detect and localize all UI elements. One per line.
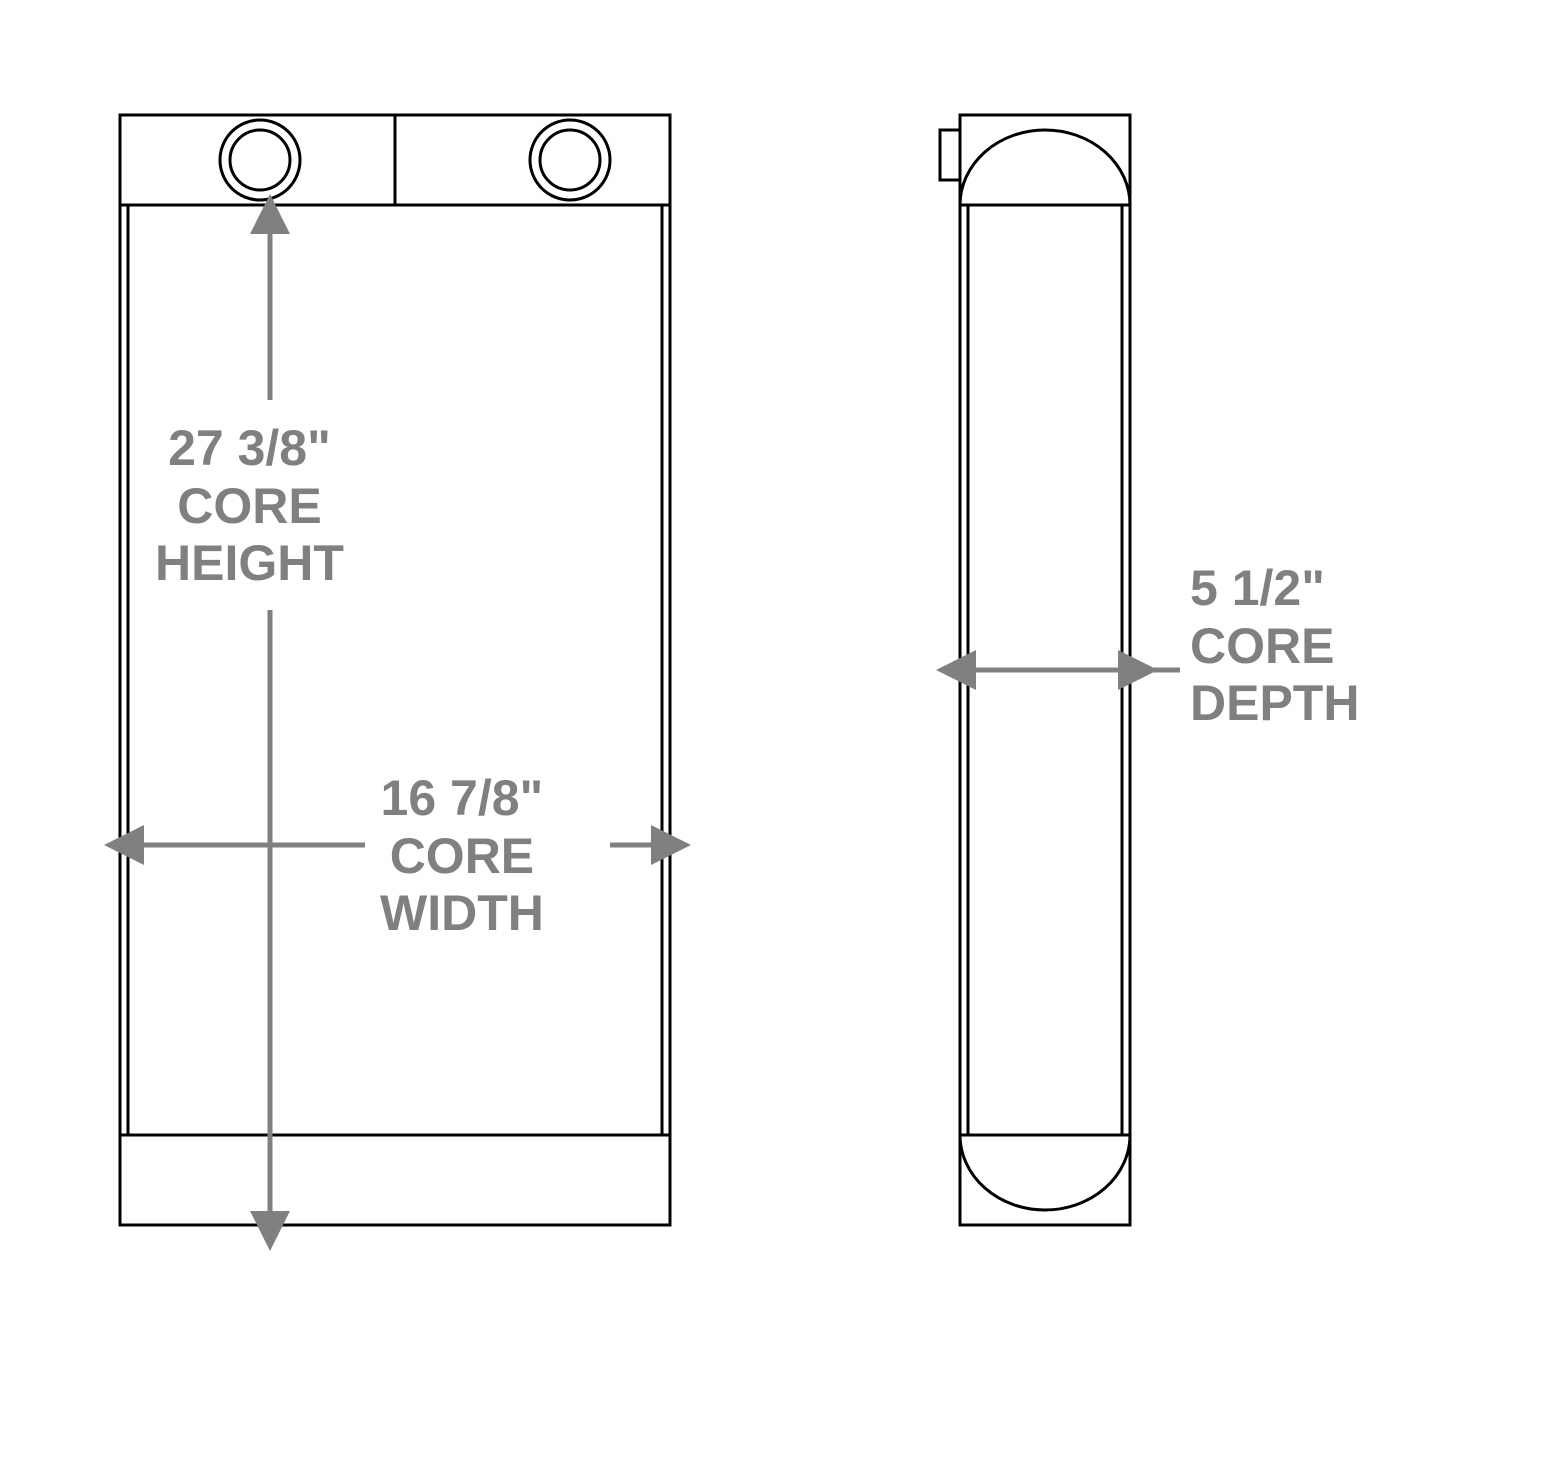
front-view [120, 115, 670, 1225]
technical-drawing [0, 0, 1565, 1479]
core-width-text2: WIDTH [380, 885, 544, 941]
core-width-label: 16 7/8" CORE WIDTH [380, 770, 544, 943]
core-height-value: 27 3/8" [168, 420, 331, 476]
core-height-label: 27 3/8" CORE HEIGHT [155, 420, 344, 593]
core-width-text1: CORE [390, 828, 534, 884]
core-height-text2: HEIGHT [155, 535, 344, 591]
core-depth-text2: DEPTH [1190, 675, 1359, 731]
core-depth-text1: CORE [1190, 618, 1334, 674]
dimension-arrows [140, 230, 1180, 1215]
core-depth-value: 5 1/2" [1190, 560, 1325, 616]
core-width-value: 16 7/8" [381, 770, 544, 826]
core-height-text1: CORE [177, 478, 321, 534]
core-depth-label: 5 1/2" CORE DEPTH [1190, 560, 1359, 733]
